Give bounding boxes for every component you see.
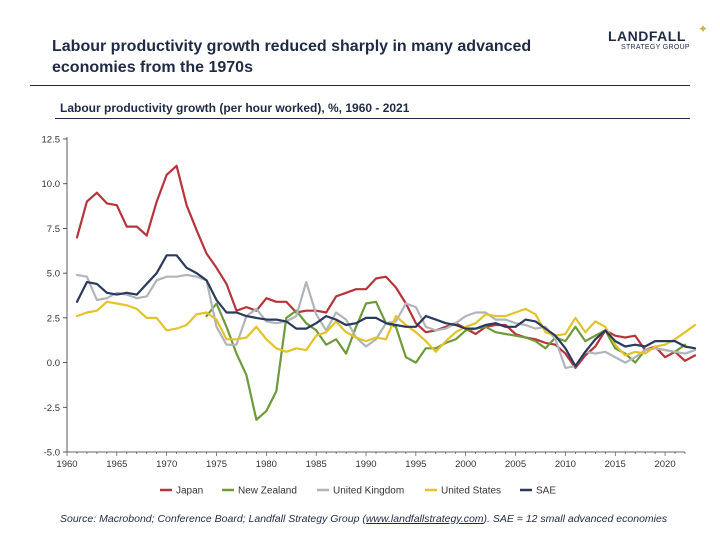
x-tick-label: 1980 (256, 459, 277, 470)
y-tick-label: 5.0 (47, 269, 60, 280)
x-tick-label: 1965 (106, 459, 127, 470)
legend-label-united-states: United States (441, 486, 501, 497)
chart-title: Labour productivity growth (per hour wor… (60, 101, 410, 115)
x-tick-label: 2020 (654, 459, 675, 470)
source-prefix: Source: Macrobond; Conference Board; Lan… (60, 513, 366, 525)
x-tick-label: 1995 (405, 459, 426, 470)
series-line-sae (75, 254, 697, 368)
series-line-united-states (75, 300, 697, 357)
y-tick-label: 2.5 (47, 313, 60, 324)
source-suffix: ). SAE = 12 small advanced economies (483, 513, 668, 525)
y-tick-label: -2.5 (44, 403, 60, 414)
slide-title: Labour productivity growth reduced sharp… (52, 38, 532, 76)
logo-name: LANDFALL (608, 28, 686, 44)
x-tick-label: 1985 (306, 459, 327, 470)
x-tick-label: 2015 (605, 459, 626, 470)
x-tick-label: 1960 (56, 459, 77, 470)
series-line-japan (75, 164, 697, 369)
source-note: Source: Macrobond; Conference Board; Lan… (60, 513, 667, 525)
chart-title-divider (55, 118, 690, 119)
y-tick-label: -5.0 (44, 448, 60, 459)
legend-label-japan: Japan (176, 486, 203, 497)
source-link[interactable]: www.landfallstrategy.com (365, 513, 484, 525)
x-tick-label: 2000 (455, 459, 476, 470)
x-tick-label: 1970 (156, 459, 177, 470)
x-tick-label: 2010 (555, 459, 576, 470)
legend-label-sae: SAE (536, 486, 556, 497)
logo-subtitle: STRATEGY GROUP (621, 44, 690, 51)
x-tick-label: 1990 (355, 459, 376, 470)
y-tick-label: 0.0 (47, 358, 60, 369)
legend-label-united-kingdom: United Kingdom (333, 486, 404, 497)
landfall-logo: ✦ LANDFALL STRATEGY GROUP (600, 22, 710, 62)
y-tick-label: 7.5 (47, 224, 60, 235)
y-tick-label: 10.0 (42, 179, 61, 190)
legend-label-new-zealand: New Zealand (238, 486, 297, 497)
x-tick-label: 2005 (505, 459, 526, 470)
y-tick-label: 12.5 (42, 135, 61, 146)
title-divider (30, 85, 690, 86)
star-icon: ✦ (698, 22, 709, 36)
x-tick-label: 1975 (206, 459, 227, 470)
